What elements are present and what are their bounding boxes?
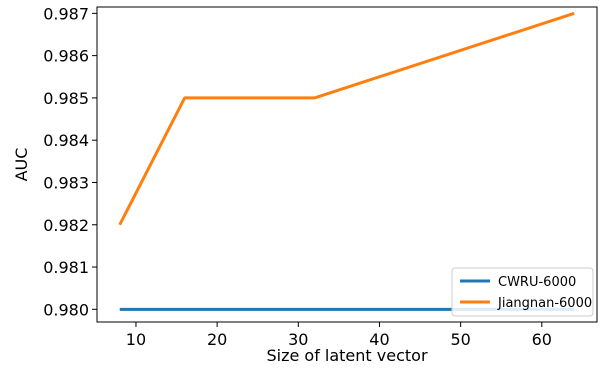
legend: CWRU-6000 Jiangnan-6000: [451, 267, 594, 317]
y-tick-label: 0.986: [43, 47, 89, 66]
y-tick-label: 0.982: [43, 216, 89, 235]
y-tick-label: 0.981: [43, 258, 89, 277]
y-tick-label: 0.983: [43, 173, 89, 192]
x-tick-label: 20: [207, 330, 227, 349]
x-tick-label: 10: [126, 330, 146, 349]
x-axis-label: Size of latent vector: [266, 346, 427, 365]
legend-label-cwru: CWRU-6000: [498, 275, 576, 290]
y-tick-label: 0.984: [43, 131, 89, 150]
y-tick-label: 0.987: [43, 4, 89, 23]
x-tick-label: 60: [532, 330, 552, 349]
y-tick-label: 0.980: [43, 300, 89, 319]
y-tick-label: 0.985: [43, 89, 89, 108]
plot-frame: [96, 6, 598, 323]
y-axis-label: AUC: [12, 148, 31, 182]
x-tick-label: 30: [288, 330, 308, 349]
x-axis: 10 20 30 40 50 60: [126, 322, 552, 349]
x-tick-label: 50: [450, 330, 470, 349]
legend-label-jiangnan: Jiangnan-6000: [497, 296, 592, 311]
series-line-1: [118, 11, 575, 226]
x-tick-label: 40: [369, 330, 389, 349]
series-lines: [118, 11, 575, 311]
y-axis: 0.980 0.981 0.982 0.983 0.984 0.985 0.986 0.987: [43, 4, 97, 319]
